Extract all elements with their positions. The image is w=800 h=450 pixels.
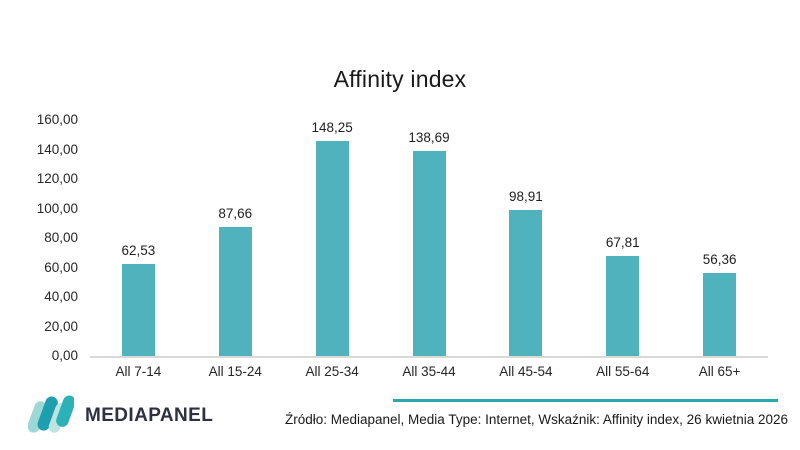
y-axis-tick-label: 40,00 bbox=[44, 289, 78, 304]
y-axis-tick-label: 160,00 bbox=[36, 112, 78, 127]
plot-area: 62,53 87,66 148,25 138,69 98,91 67,81 56,36 bbox=[90, 120, 768, 358]
mediapanel-logo: MEDIAPANEL bbox=[28, 392, 213, 440]
x-axis-label: All 35-44 bbox=[402, 364, 456, 379]
bar-value-label: 148,25 bbox=[311, 120, 353, 135]
bars-row: 62,53 87,66 148,25 138,69 98,91 67,81 56,36 bbox=[90, 120, 768, 356]
mediapanel-logo-text: MEDIAPANEL bbox=[85, 405, 214, 426]
bar bbox=[606, 255, 640, 356]
x-axis-label: All 25-34 bbox=[305, 364, 359, 379]
bar bbox=[509, 210, 543, 356]
x-axis-label: All 55-64 bbox=[596, 364, 650, 379]
x-axis-label: All 65+ bbox=[698, 364, 741, 379]
bar-slot: 56,36 bbox=[671, 120, 768, 356]
x-axis-label: All 45-54 bbox=[499, 364, 553, 379]
x-axis-label: All 15-24 bbox=[208, 364, 262, 379]
bar bbox=[412, 151, 446, 356]
y-axis-tick-label: 80,00 bbox=[44, 230, 78, 245]
y-axis-tick-label: 60,00 bbox=[44, 259, 78, 275]
y-axis-tick-label: 120,00 bbox=[36, 171, 78, 186]
bar-value-label: 56,36 bbox=[702, 251, 737, 267]
chart-title: Affinity index bbox=[333, 66, 467, 92]
bar-slot: 67,81 bbox=[574, 120, 671, 356]
x-axis-label: All 7-14 bbox=[115, 364, 162, 379]
bar-slot: 62,53 bbox=[90, 120, 187, 356]
y-axis-tick-label: 0,00 bbox=[51, 348, 78, 363]
source-text: Źródło: Mediapanel, Media Type: Internet… bbox=[284, 412, 788, 427]
bar-slot: 148,25 bbox=[284, 120, 381, 356]
y-axis: 0,00 20,00 40,00 60,00 80,00 100,00 120,00 140,… bbox=[0, 112, 78, 363]
bar-slot: 98,91 bbox=[477, 120, 574, 356]
y-axis-tick-label: 20,00 bbox=[44, 318, 78, 334]
bar-slot: 138,69 bbox=[381, 120, 478, 356]
x-axis-row: All 7-14 All 15-24 All 25-34 All 35-44 All 4… bbox=[90, 364, 768, 379]
bar-slot: 87,66 bbox=[187, 120, 284, 356]
mediapanel-logo-icon bbox=[28, 395, 74, 433]
bar bbox=[703, 272, 737, 356]
bar-value-label: 62,53 bbox=[121, 242, 156, 258]
bar-value-label: 98,91 bbox=[508, 189, 543, 205]
bar bbox=[218, 226, 252, 356]
bar-value-label: 67,81 bbox=[605, 234, 640, 250]
bar-value-label: 87,66 bbox=[218, 205, 253, 221]
bar-value-label: 138,69 bbox=[408, 130, 450, 146]
bar bbox=[315, 141, 349, 356]
bar bbox=[121, 263, 155, 356]
footer-accent-line bbox=[393, 399, 778, 402]
y-axis-tick-label: 140,00 bbox=[36, 141, 78, 157]
y-axis-tick-label: 100,00 bbox=[36, 200, 78, 216]
